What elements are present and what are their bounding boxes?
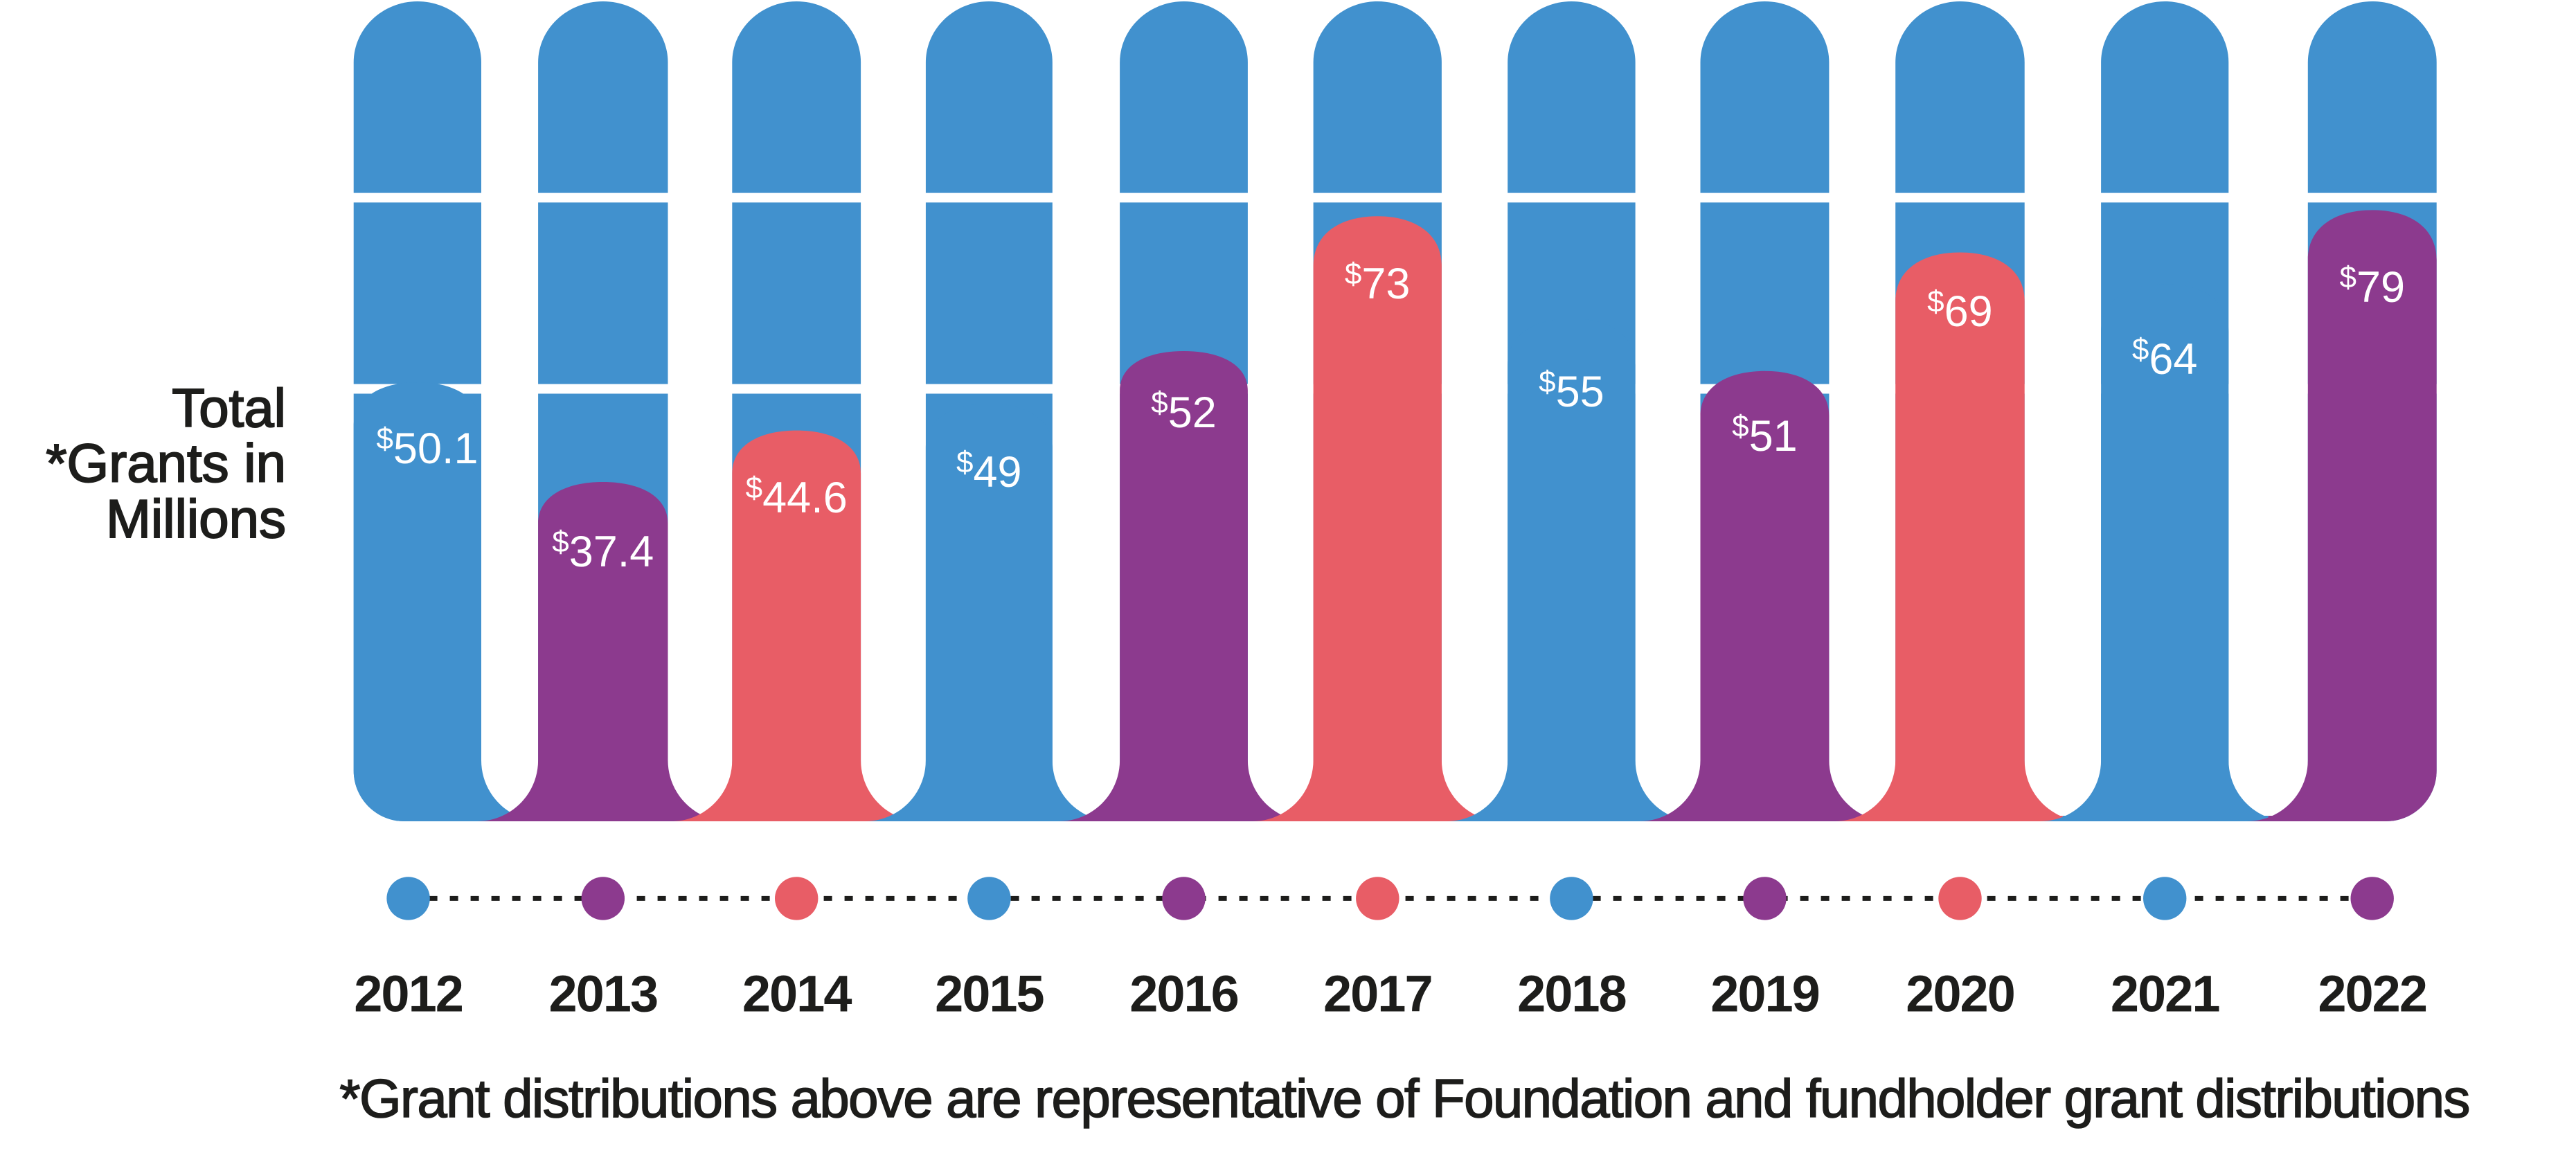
svg-text:2012: 2012 [354,965,463,1023]
svg-text:$52: $52 [1151,386,1217,437]
svg-text:$69: $69 [1927,285,1993,336]
svg-text:2021: 2021 [2111,965,2219,1023]
svg-text:$73: $73 [1345,257,1411,308]
svg-text:$37.4: $37.4 [552,525,654,576]
svg-text:*Grants in: *Grants in [46,433,286,494]
svg-text:2018: 2018 [1517,965,1626,1023]
svg-text:$64: $64 [2132,332,2198,384]
svg-text:Total: Total [172,377,286,438]
svg-text:2020: 2020 [1906,965,2014,1023]
svg-text:$49: $49 [956,445,1022,497]
svg-text:2022: 2022 [2318,965,2426,1023]
svg-text:Millions: Millions [106,488,286,549]
svg-text:$44.6: $44.6 [746,471,848,522]
svg-text:$51: $51 [1732,409,1798,461]
svg-text:$79: $79 [2340,260,2406,312]
svg-text:2017: 2017 [1323,965,1432,1023]
svg-text:2016: 2016 [1129,965,1238,1023]
svg-text:$55: $55 [1539,365,1604,416]
svg-text:$50.1: $50.1 [376,422,478,473]
svg-text:2014: 2014 [742,965,852,1023]
svg-text:2015: 2015 [935,965,1044,1023]
svg-text:2019: 2019 [1710,965,1819,1023]
svg-text:*Grant distributions above are: *Grant distributions above are represent… [339,1068,2469,1129]
svg-text:2013: 2013 [548,965,657,1023]
